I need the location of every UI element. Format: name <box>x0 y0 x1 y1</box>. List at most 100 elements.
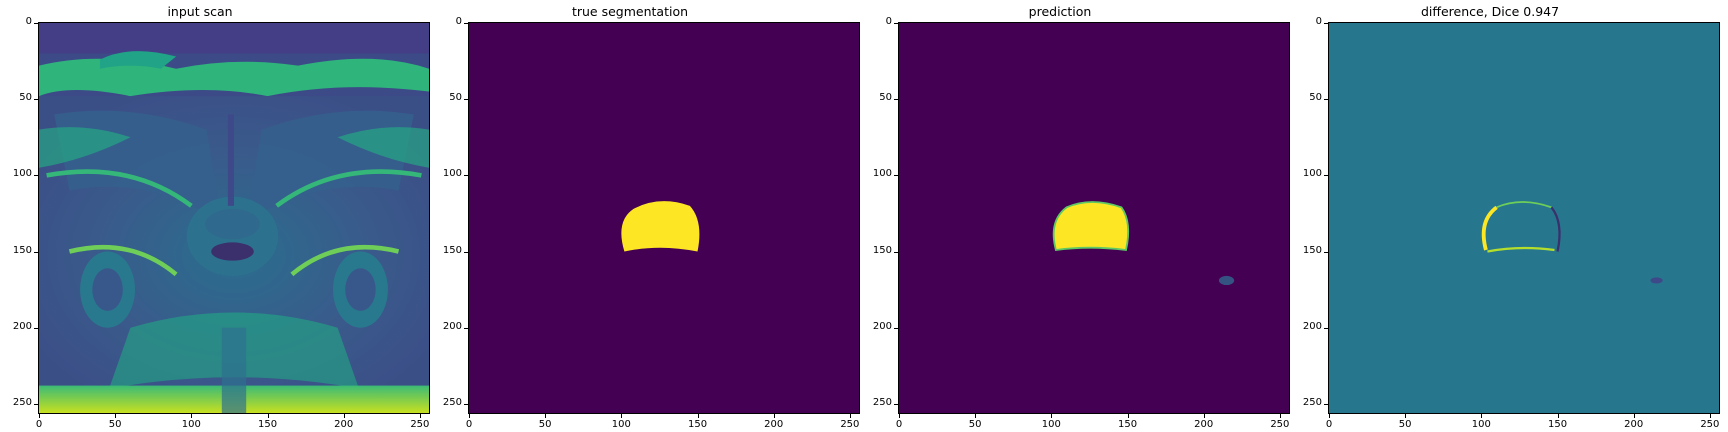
x-tick-mark <box>1051 414 1053 418</box>
y-tick-mark <box>464 23 468 24</box>
y-tick-mark <box>1324 251 1328 253</box>
x-tick-mark <box>267 414 269 418</box>
y-tick-label: 150 <box>12 244 32 256</box>
x-tick-label: 200 <box>1194 419 1214 430</box>
y-tick-mark <box>34 251 38 253</box>
x-tick-mark <box>1203 414 1205 418</box>
y-tick-mark <box>1324 99 1328 101</box>
y-tick-mark <box>464 327 468 329</box>
y-tick-label: 250 <box>442 396 462 408</box>
y-tick-label: 100 <box>12 168 32 180</box>
x-tick-label: 250 <box>840 419 860 430</box>
x-tick-mark <box>343 414 345 418</box>
x-tick-label: 250 <box>410 419 430 430</box>
panel-title: input scan <box>167 4 233 19</box>
y-tick-label: 50 <box>879 92 892 104</box>
panel-title: difference, Dice 0.947 <box>1420 4 1560 19</box>
x-tick-mark <box>849 414 851 418</box>
x-tick-mark <box>469 414 470 418</box>
x-tick-mark <box>1557 414 1559 418</box>
y-tick-label: 150 <box>442 244 462 256</box>
mri-scan-image <box>39 23 429 413</box>
x-tick-mark <box>39 414 40 418</box>
y-tick-mark <box>464 403 468 405</box>
image-axes <box>898 22 1290 414</box>
y-tick-label: 0 <box>25 16 32 27</box>
y-tick-label: 200 <box>1302 320 1322 332</box>
y-tick-label: 100 <box>442 168 462 180</box>
panel-title: prediction <box>1028 4 1092 19</box>
y-tick-mark <box>894 251 898 253</box>
panel-prediction: prediction 0 50 100 150 200 250 0 50 100 150 200 25… <box>860 0 1290 432</box>
x-tick-label: 100 <box>1041 419 1061 430</box>
y-tick-label: 150 <box>1302 244 1322 256</box>
y-tick-mark <box>34 99 38 101</box>
y-tick-mark <box>34 403 38 405</box>
x-tick-label: 0 <box>35 419 43 430</box>
y-tick-mark <box>894 327 898 329</box>
y-tick-mark <box>34 23 38 24</box>
y-tick-mark <box>894 175 898 177</box>
y-tick-mark <box>464 99 468 101</box>
panel-input-scan: input scan <box>0 0 430 432</box>
panel-true-segmentation: true segmentation 0 50 100 150 200 250 0 50 100 1… <box>430 0 860 432</box>
x-tick-label: 50 <box>108 419 122 430</box>
x-tick-mark <box>621 414 623 418</box>
x-tick-mark <box>1405 414 1407 418</box>
x-tick-mark <box>1329 414 1330 418</box>
y-tick-mark <box>894 23 898 24</box>
difference-map-image <box>1329 23 1719 413</box>
y-tick-label: 250 <box>1302 396 1322 408</box>
y-tick-mark <box>464 175 468 177</box>
panel-title: true segmentation <box>571 4 689 19</box>
y-tick-mark <box>464 251 468 253</box>
y-tick-mark <box>1324 327 1328 329</box>
segmentation-mask-image <box>469 23 859 413</box>
x-tick-mark <box>545 414 547 418</box>
x-tick-label: 150 <box>1117 419 1138 430</box>
x-tick-mark <box>975 414 977 418</box>
x-tick-label: 0 <box>465 419 473 430</box>
y-tick-label: 50 <box>449 92 462 104</box>
x-tick-mark <box>899 414 900 418</box>
x-tick-mark <box>1279 414 1281 418</box>
y-tick-label: 150 <box>872 244 892 256</box>
y-tick-label: 0 <box>885 16 892 27</box>
x-tick-label: 150 <box>257 419 278 430</box>
x-tick-mark <box>1481 414 1483 418</box>
x-tick-mark <box>1709 414 1711 418</box>
y-tick-label: 0 <box>455 16 462 27</box>
x-tick-label: 100 <box>611 419 631 430</box>
x-tick-label: 250 <box>1270 419 1290 430</box>
y-tick-mark <box>894 403 898 405</box>
x-tick-label: 250 <box>1700 419 1720 430</box>
y-tick-mark <box>894 99 898 101</box>
y-tick-label: 100 <box>1302 168 1322 180</box>
x-tick-label: 150 <box>1547 419 1568 430</box>
y-tick-mark <box>1324 175 1328 177</box>
y-tick-mark <box>34 175 38 177</box>
x-tick-mark <box>419 414 421 418</box>
y-tick-mark <box>1324 403 1328 405</box>
y-tick-label: 0 <box>1315 16 1322 27</box>
x-tick-mark <box>115 414 117 418</box>
x-tick-label: 50 <box>538 419 552 430</box>
image-axes <box>38 22 430 414</box>
y-tick-label: 200 <box>442 320 462 332</box>
x-tick-label: 100 <box>181 419 201 430</box>
x-tick-mark <box>191 414 193 418</box>
y-tick-mark <box>1324 23 1328 24</box>
x-tick-label: 200 <box>334 419 354 430</box>
y-tick-label: 50 <box>19 92 32 104</box>
x-tick-label: 200 <box>764 419 784 430</box>
x-tick-label: 0 <box>895 419 903 430</box>
x-tick-mark <box>773 414 775 418</box>
image-axes <box>468 22 860 414</box>
y-tick-label: 250 <box>12 396 32 408</box>
image-axes <box>1328 22 1720 414</box>
y-tick-label: 200 <box>872 320 892 332</box>
prediction-mask-image <box>899 23 1289 413</box>
x-tick-label: 200 <box>1624 419 1644 430</box>
y-tick-label: 100 <box>872 168 892 180</box>
y-tick-mark <box>34 327 38 329</box>
